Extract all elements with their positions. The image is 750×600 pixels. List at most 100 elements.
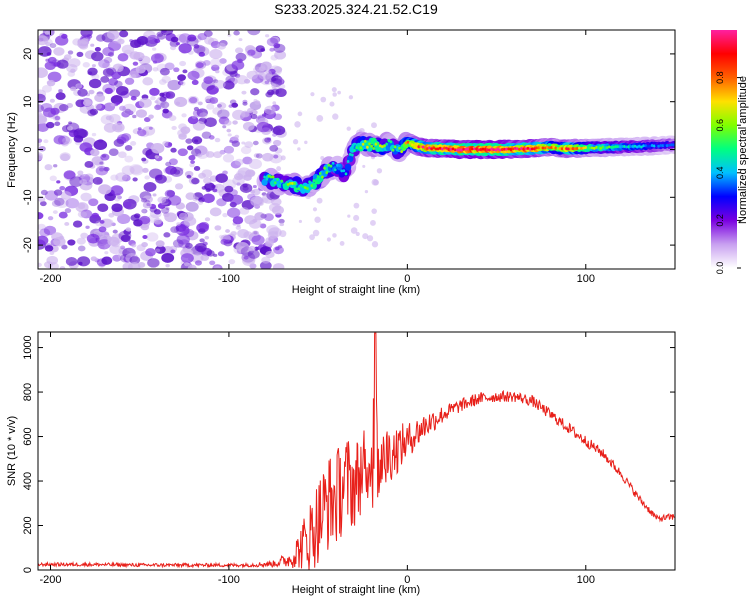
y-tick-label: 0 [22, 146, 34, 152]
y-tick-label: 20 [22, 48, 34, 60]
noise-blob [162, 140, 170, 147]
ridge-mark [560, 147, 564, 151]
noise-blob [77, 40, 89, 49]
ridge-mark [331, 161, 335, 165]
ridge-mark [659, 144, 663, 148]
snr-frame [37, 331, 676, 571]
noise-blob [87, 109, 97, 117]
ridge-mark [271, 175, 275, 179]
ridge-mark [314, 181, 318, 185]
noise-blob [212, 264, 223, 269]
noise-blob [261, 256, 271, 264]
noise-blob [59, 266, 66, 269]
ridge-mark [468, 147, 472, 151]
noise-blob [49, 175, 57, 182]
ridge-mark [595, 145, 598, 149]
noise-blob [146, 232, 159, 242]
ridge-mark [451, 147, 455, 151]
noise-blob [198, 172, 206, 179]
noise-blob [214, 80, 226, 89]
noise-blob [111, 71, 122, 80]
noise-blob [137, 129, 147, 137]
colorbar-tick-label: 0.0 [715, 262, 725, 275]
noise-blob [145, 43, 150, 47]
noise-blob [250, 196, 264, 207]
noise-blob [332, 233, 337, 238]
heatmap-y-label: Frequency (Hz) [6, 112, 18, 188]
noise-blob [91, 132, 97, 137]
noise-blob [353, 202, 360, 209]
noise-blob [276, 166, 282, 172]
noise-blob [174, 96, 188, 108]
noise-blob [227, 33, 232, 37]
noise-blob [191, 136, 203, 145]
noise-blob [97, 203, 109, 212]
noise-blob [267, 137, 272, 141]
noise-blob [132, 114, 137, 119]
noise-blob [228, 259, 236, 265]
noise-blob [94, 46, 101, 52]
noise-blob [57, 135, 71, 145]
noise-blob [180, 253, 194, 264]
noise-blob [242, 156, 253, 165]
noise-blob [190, 160, 195, 164]
noise-blob [70, 86, 77, 92]
noise-blob [142, 195, 153, 204]
ridge-mark [291, 181, 294, 185]
noise-blob [152, 67, 159, 72]
noise-blob [271, 88, 280, 95]
noise-blob [326, 237, 331, 242]
noise-blob [259, 66, 266, 72]
ridge-mark [312, 179, 316, 183]
noise-blob [272, 133, 277, 137]
noise-blob [170, 147, 177, 153]
noise-blob [187, 70, 200, 81]
ridge-mark [637, 144, 641, 148]
noise-blob [99, 220, 105, 224]
ridge-mark [327, 163, 331, 167]
noise-blob [193, 166, 201, 171]
noise-blob [320, 96, 327, 103]
noise-blob [231, 102, 239, 108]
noise-blob [177, 148, 188, 157]
noise-blob [294, 121, 301, 128]
noise-blob [103, 166, 110, 172]
noise-blob [197, 101, 203, 106]
noise-blob [223, 145, 235, 154]
noise-blob [82, 99, 92, 107]
noise-blob [115, 172, 128, 182]
noise-blob [120, 234, 131, 243]
ridge-mark [318, 171, 322, 175]
noise-blob [58, 211, 68, 219]
noise-blob [167, 142, 173, 146]
noise-blob [154, 100, 159, 104]
noise-blob [231, 140, 240, 147]
noise-blob [176, 222, 181, 226]
noise-blob [75, 99, 86, 108]
noise-blob [135, 65, 146, 74]
noise-blob [211, 64, 220, 72]
ridge-mark [601, 145, 605, 149]
noise-blob [115, 101, 120, 105]
noise-blob [206, 250, 215, 257]
ridge-mark [316, 175, 320, 179]
noise-blob [186, 36, 199, 47]
noise-blob [348, 95, 354, 100]
noise-blob [234, 47, 244, 54]
noise-blob [371, 208, 377, 214]
ridge-mark [588, 146, 592, 150]
ridge-mark [663, 143, 667, 147]
noise-blob [260, 213, 267, 219]
noise-blob [247, 249, 260, 259]
noise-blob [61, 244, 68, 250]
noise-blob [47, 56, 57, 64]
ridge-mark [473, 147, 476, 151]
ridge-mark [569, 147, 573, 151]
noise-blob [38, 212, 44, 220]
noise-blob [273, 139, 282, 147]
ridge-mark [541, 146, 545, 150]
noise-blob [159, 96, 167, 102]
ridge-mark [586, 147, 590, 151]
noise-blob [217, 42, 227, 50]
